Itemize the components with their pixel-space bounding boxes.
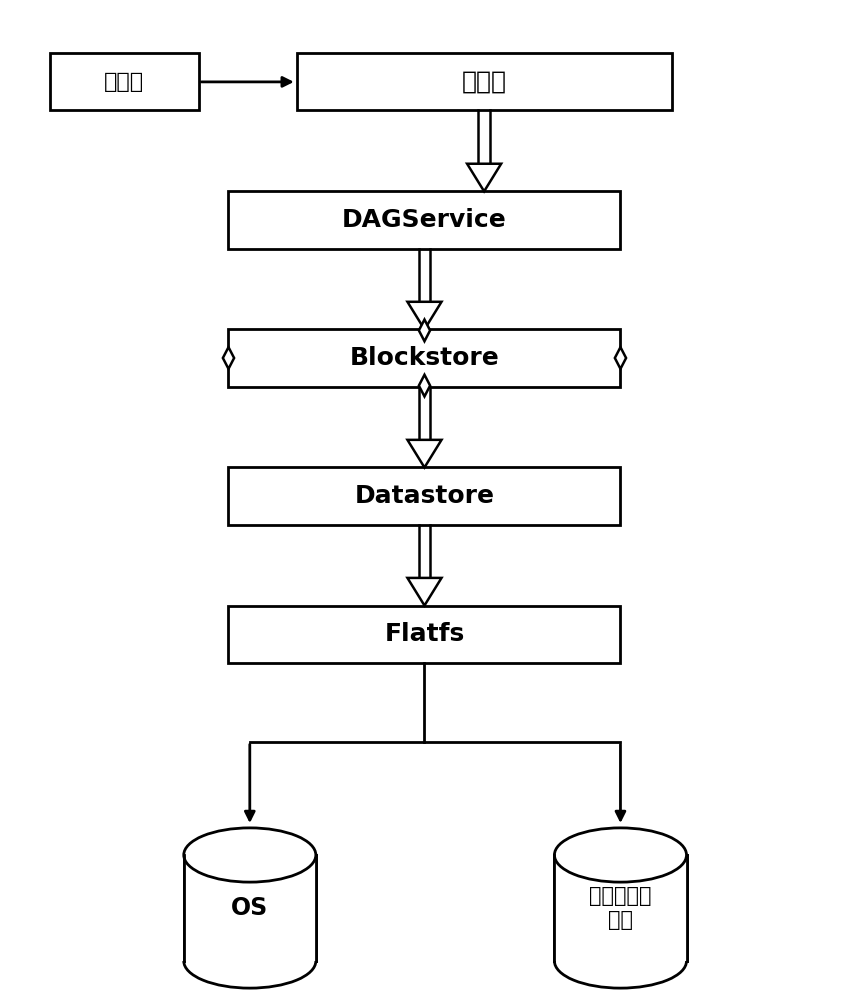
Ellipse shape: [184, 828, 316, 882]
Polygon shape: [407, 440, 442, 467]
Text: Flatfs: Flatfs: [385, 622, 464, 646]
Ellipse shape: [554, 828, 687, 882]
Polygon shape: [407, 302, 442, 329]
Polygon shape: [615, 347, 626, 369]
FancyBboxPatch shape: [229, 467, 620, 525]
FancyBboxPatch shape: [229, 191, 620, 249]
FancyBboxPatch shape: [49, 53, 198, 110]
FancyBboxPatch shape: [184, 855, 316, 961]
Polygon shape: [419, 375, 430, 396]
Polygon shape: [407, 578, 442, 606]
Text: OS: OS: [231, 896, 268, 920]
Text: 源文件: 源文件: [104, 72, 144, 92]
Polygon shape: [467, 164, 501, 191]
FancyBboxPatch shape: [229, 606, 620, 663]
Text: 第三方存储
介质: 第三方存储 介质: [589, 886, 652, 930]
Text: 切分器: 切分器: [462, 70, 507, 94]
FancyBboxPatch shape: [229, 329, 620, 387]
FancyBboxPatch shape: [297, 53, 672, 110]
Polygon shape: [419, 320, 430, 341]
Text: DAGService: DAGService: [342, 208, 507, 232]
Text: Datastore: Datastore: [354, 484, 494, 508]
Text: Blockstore: Blockstore: [350, 346, 500, 370]
FancyBboxPatch shape: [554, 855, 687, 961]
Polygon shape: [223, 347, 234, 369]
